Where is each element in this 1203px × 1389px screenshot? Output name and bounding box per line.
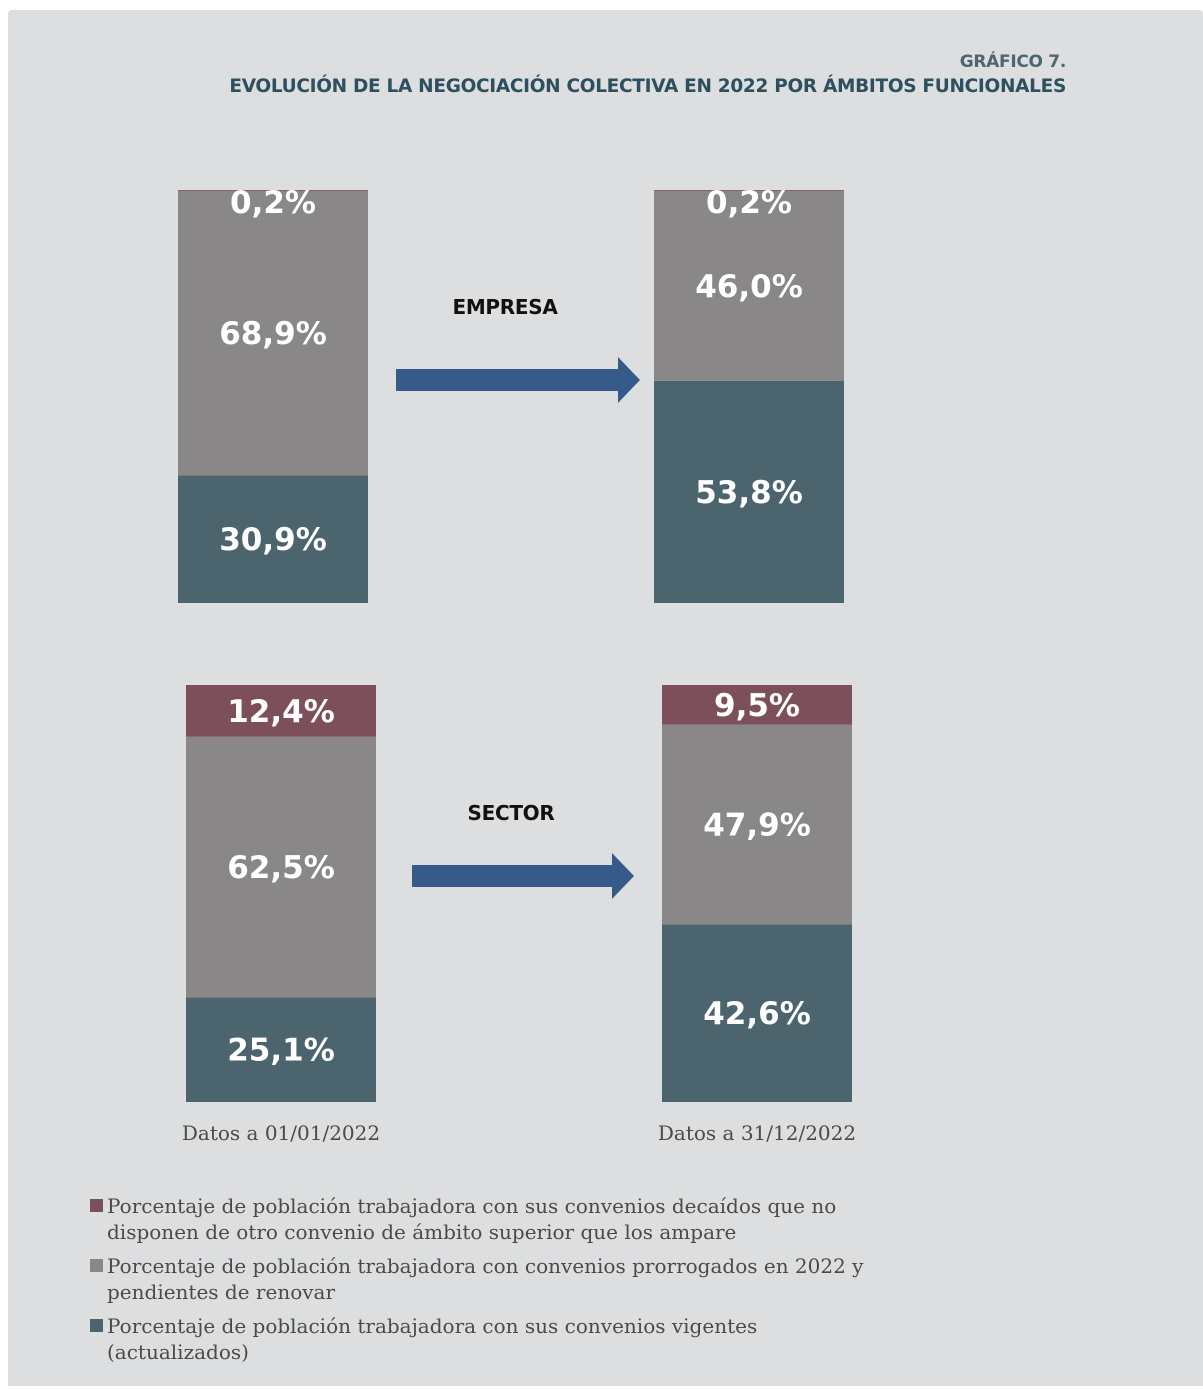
bar-segment-prorrogados	[662, 724, 852, 925]
legend-label: Porcentaje de población trabajadora con …	[107, 1314, 758, 1364]
legend-swatch	[90, 1259, 103, 1272]
chart-title: EVOLUCIÓN DE LA NEGOCIACIÓN COLECTIVA EN…	[229, 76, 1066, 97]
category-label: Datos a 31/12/2022	[658, 1121, 856, 1145]
data-label-decaidos: 0,2%	[230, 185, 316, 221]
arrow-right-icon	[396, 357, 640, 403]
group-label: EMPRESA	[452, 295, 558, 319]
bar-segment-vigentes	[654, 380, 844, 603]
bar-segment-prorrogados	[178, 190, 368, 476]
data-label-vigentes: 25,1%	[227, 1033, 335, 1069]
legend-swatch	[90, 1199, 103, 1212]
data-label-vigentes: 42,6%	[703, 996, 811, 1032]
category-label: Datos a 01/01/2022	[182, 1121, 380, 1145]
bar-segment-decaidos	[654, 190, 844, 191]
data-label-prorrogados: 62,5%	[227, 850, 335, 886]
data-label-decaidos: 0,2%	[706, 185, 792, 221]
legend-item-vigentes: Porcentaje de población trabajadora con …	[90, 1313, 990, 1365]
data-label-decaidos: 9,5%	[714, 688, 800, 724]
data-label-prorrogados: 47,9%	[703, 807, 811, 843]
arrow-right-icon	[412, 853, 634, 899]
chart-title-block: GRÁFICO 7. EVOLUCIÓN DE LA NEGOCIACIÓN C…	[6, 51, 1066, 100]
stacked-bar-chart: 30,9% 68,9% 0,2% 53,8% 46,0% 0,2% EMPRESA 25,1%…	[178, 185, 856, 1145]
bar-segment-decaidos	[662, 685, 852, 725]
bar-segment-vigentes	[186, 997, 376, 1102]
bar-segment-vigentes	[178, 475, 368, 603]
bar-segment-vigentes	[662, 924, 852, 1102]
bar-segment-decaidos	[186, 685, 376, 737]
legend-swatch	[90, 1319, 103, 1332]
legend-label: Porcentaje de población trabajadora con …	[107, 1194, 837, 1244]
data-label-prorrogados: 46,0%	[695, 269, 803, 305]
data-label-vigentes: 53,8%	[695, 475, 803, 511]
legend-item-prorrogados: Porcentaje de población trabajadora con …	[90, 1253, 990, 1305]
legend-item-decaidos: Porcentaje de población trabajadora con …	[90, 1193, 990, 1245]
data-label-prorrogados: 68,9%	[219, 316, 327, 352]
chart-number: GRÁFICO 7.	[959, 52, 1067, 72]
chart-legend: Porcentaje de población trabajadora con …	[90, 1193, 990, 1373]
data-label-vigentes: 30,9%	[219, 522, 327, 558]
bar-segment-prorrogados	[654, 190, 844, 381]
data-label-decaidos: 12,4%	[227, 694, 335, 730]
bar-segment-decaidos	[178, 190, 368, 191]
group-label: SECTOR	[468, 801, 555, 825]
bar-segment-prorrogados	[186, 736, 376, 998]
legend-label: Porcentaje de población trabajadora con …	[107, 1254, 864, 1304]
